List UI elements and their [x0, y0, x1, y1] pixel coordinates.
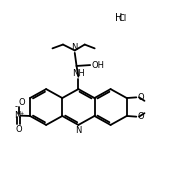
- Text: N: N: [75, 126, 82, 135]
- Text: O: O: [137, 93, 144, 102]
- Text: OH: OH: [91, 61, 104, 70]
- Text: N: N: [14, 111, 20, 120]
- Text: +: +: [19, 111, 24, 116]
- Text: O: O: [15, 125, 22, 134]
- Text: N: N: [71, 43, 78, 52]
- Text: -: -: [15, 102, 18, 111]
- Text: Cl: Cl: [119, 14, 127, 23]
- Text: O: O: [19, 98, 26, 107]
- Text: NH: NH: [72, 69, 85, 78]
- Text: O: O: [137, 112, 144, 121]
- Text: H: H: [115, 13, 122, 23]
